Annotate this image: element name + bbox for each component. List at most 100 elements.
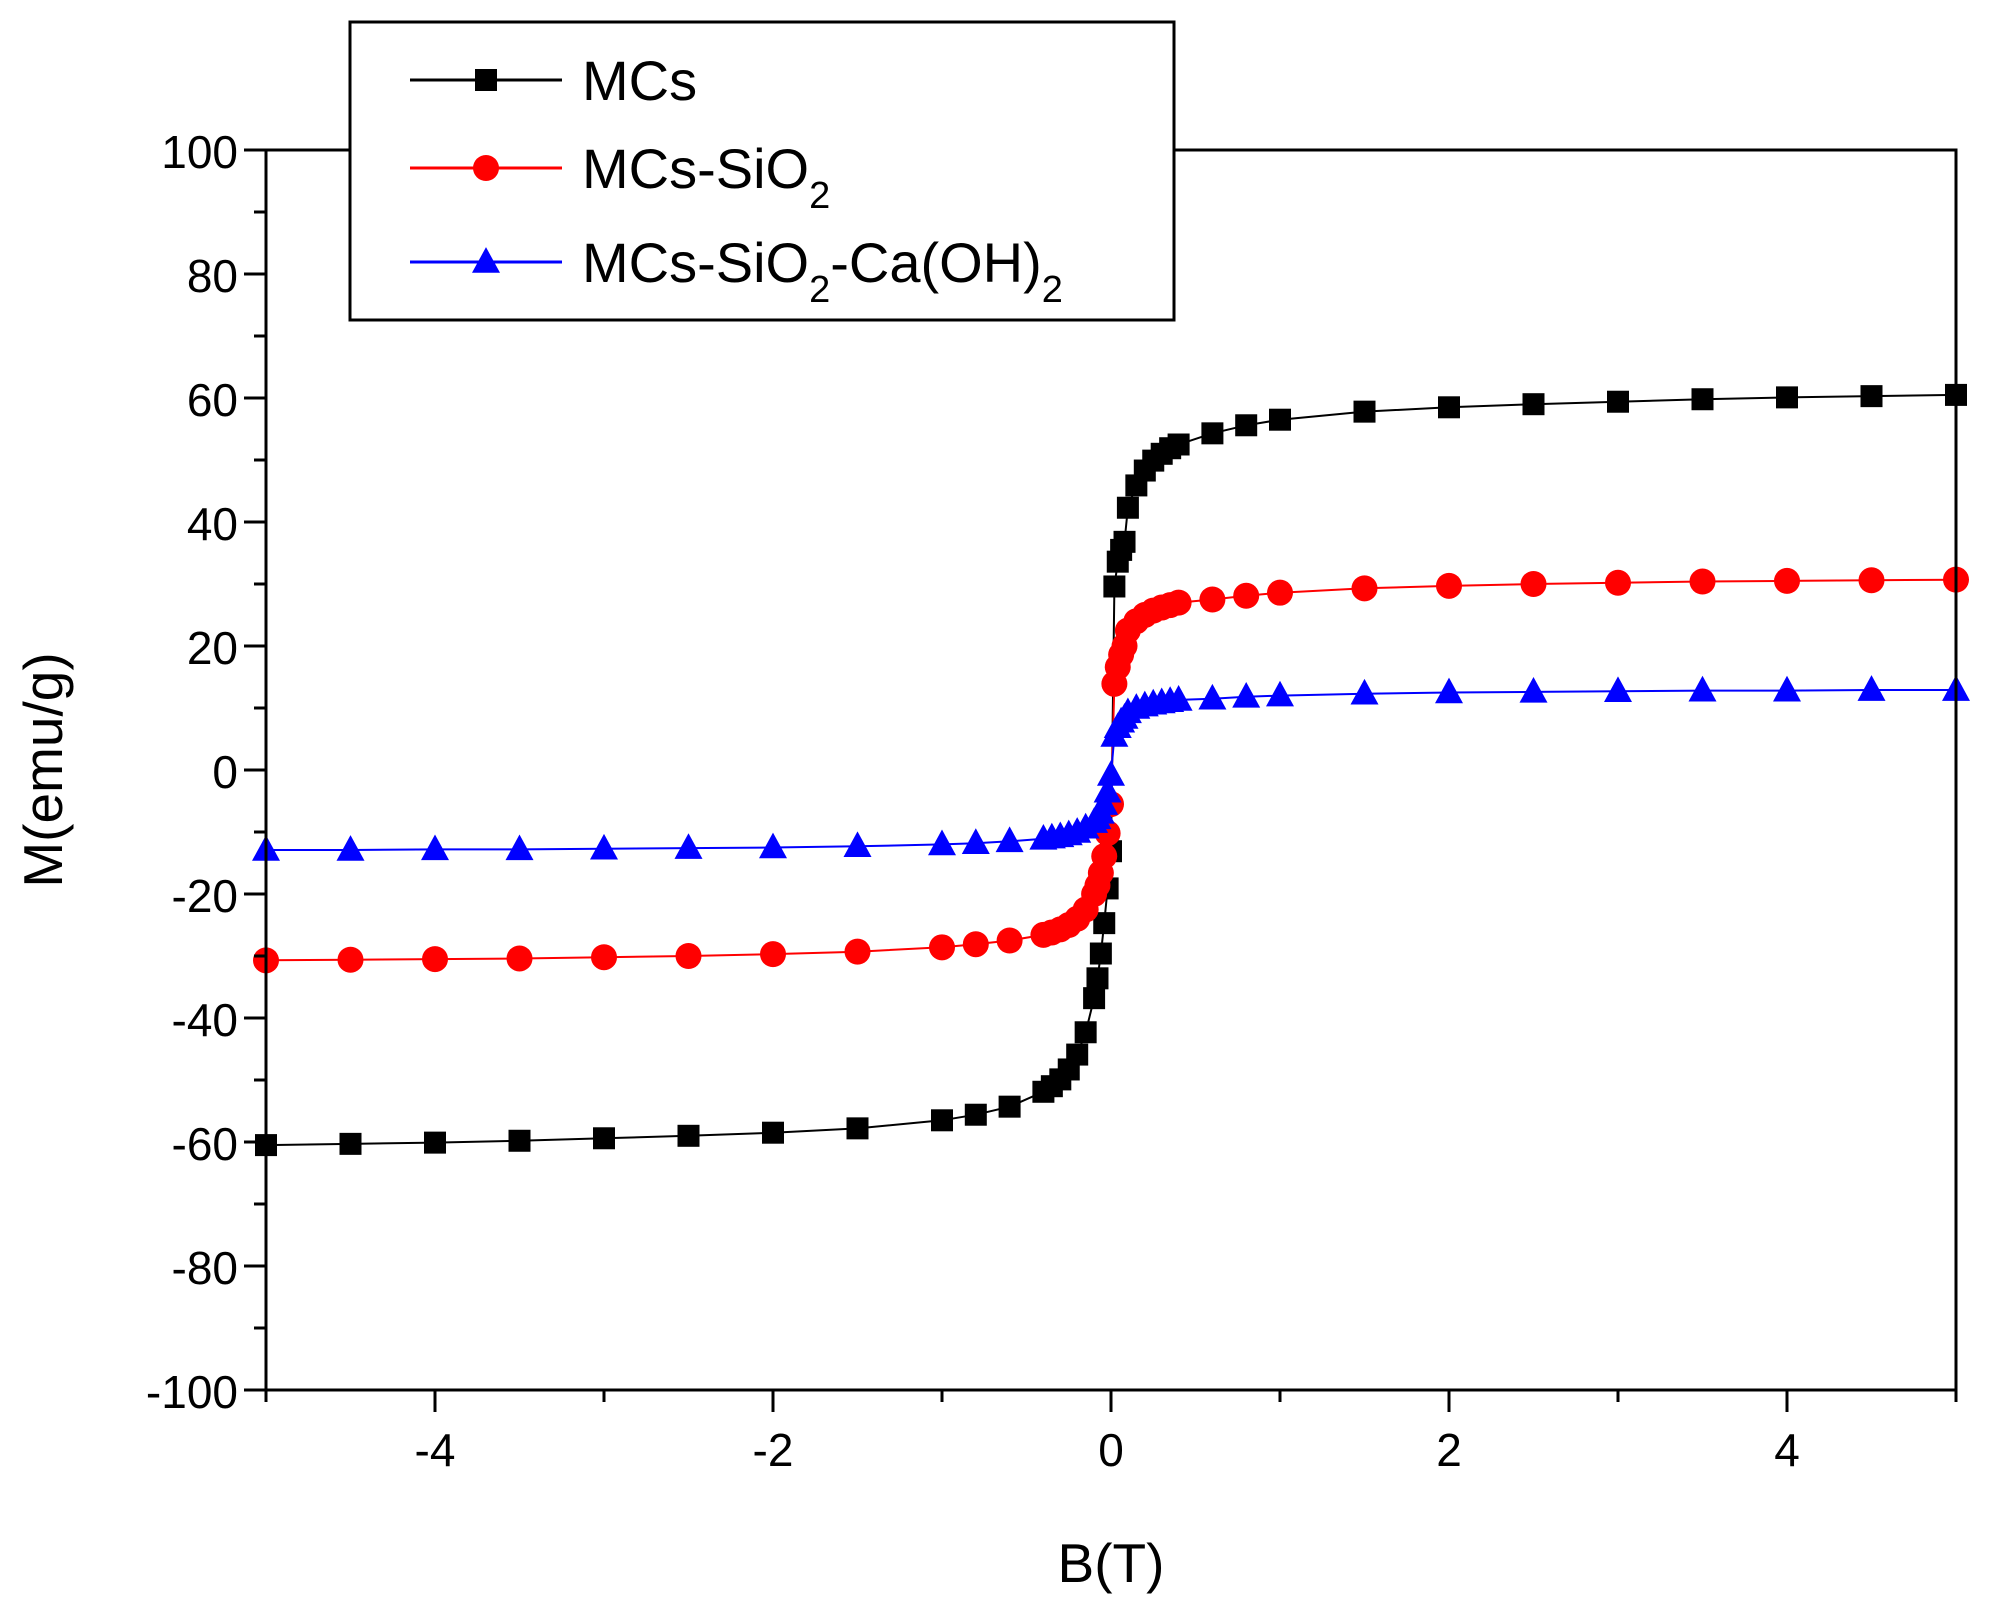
legend-marker — [473, 155, 499, 181]
data-point — [508, 1129, 531, 1152]
data-point — [931, 1109, 953, 1132]
data-point — [1438, 396, 1460, 419]
data-point — [996, 927, 1023, 954]
y-tick-label: 80 — [187, 250, 238, 302]
data-point — [590, 833, 618, 860]
data-point — [1083, 987, 1106, 1010]
x-tick-label: -4 — [415, 1424, 456, 1476]
data-point — [1198, 683, 1227, 710]
data-point — [1233, 582, 1260, 609]
data-point — [760, 941, 786, 968]
y-tick-label: 20 — [187, 622, 238, 674]
data-point — [1097, 760, 1125, 786]
y-tick-label: -60 — [172, 1118, 238, 1170]
y-tick-label: -20 — [172, 870, 238, 922]
y-tick-label: 0 — [212, 746, 238, 798]
data-point — [1773, 675, 1801, 702]
data-point — [1235, 414, 1258, 437]
data-point — [1688, 675, 1717, 702]
data-point — [998, 1095, 1021, 1118]
data-point — [1350, 678, 1379, 705]
data-point — [964, 1103, 987, 1126]
data-point — [1351, 575, 1378, 602]
data-point — [424, 1131, 446, 1154]
y-axis-label: M(emu/g) — [12, 652, 74, 887]
data-point — [593, 1127, 615, 1150]
data-point — [1164, 685, 1193, 711]
data-point — [1269, 408, 1291, 431]
data-point — [1605, 569, 1631, 596]
y-tick-label: 40 — [187, 498, 238, 550]
data-point — [995, 826, 1024, 853]
x-tick-label: 2 — [1436, 1424, 1462, 1476]
data-point — [1267, 579, 1293, 606]
series-layer — [252, 383, 1970, 1157]
data-point — [962, 931, 989, 958]
data-point — [1266, 680, 1294, 707]
data-point — [1436, 572, 1462, 599]
y-tick-label: -100 — [146, 1366, 238, 1418]
data-point — [1103, 575, 1126, 598]
data-point — [1858, 567, 1885, 594]
data-point — [1520, 571, 1547, 597]
y-tick-label: 60 — [187, 374, 238, 426]
data-point — [1353, 400, 1376, 423]
series-MCs — [255, 383, 1967, 1157]
data-point — [591, 944, 617, 971]
data-point — [1607, 390, 1629, 413]
y-tick-label: -40 — [172, 994, 238, 1046]
x-tick-label: -2 — [753, 1424, 794, 1476]
x-axis-label: B(T) — [1058, 1532, 1165, 1594]
data-point — [1232, 681, 1261, 708]
data-point — [961, 828, 990, 854]
x-tick-label: 4 — [1774, 1424, 1800, 1476]
legend-label: MCs-SiO2-Ca(OH)2 — [582, 231, 1063, 311]
data-point — [1604, 676, 1632, 703]
data-point — [1776, 386, 1798, 409]
data-point — [505, 834, 534, 861]
data-point — [1086, 967, 1109, 990]
data-point — [1091, 843, 1118, 870]
data-point — [1522, 393, 1545, 416]
x-tick-label: 0 — [1098, 1424, 1124, 1476]
data-point — [1519, 677, 1548, 703]
data-point — [928, 829, 956, 856]
data-point — [1113, 530, 1136, 553]
series-MCs-SiO2-Ca(OH)2 — [252, 675, 1970, 861]
data-point — [677, 1124, 700, 1147]
series-MCs-SiO2 — [253, 566, 1969, 974]
data-point — [759, 832, 787, 859]
data-point — [339, 1132, 362, 1155]
data-point — [1093, 776, 1122, 803]
data-point — [421, 834, 449, 861]
legend-item: MCs-SiO2-Ca(OH)2 — [410, 231, 1063, 311]
data-point — [1857, 675, 1886, 701]
data-point — [1860, 385, 1883, 408]
legend-label: MCs-SiO2 — [582, 137, 830, 217]
data-point — [675, 943, 702, 969]
data-point — [336, 835, 365, 861]
legend-item: MCs — [410, 49, 697, 112]
y-tick-label: -80 — [172, 1242, 238, 1294]
data-point — [846, 1117, 869, 1140]
data-point — [674, 833, 703, 859]
data-point — [337, 946, 364, 973]
data-point — [1689, 568, 1716, 595]
data-point — [762, 1121, 784, 1144]
data-point — [1167, 433, 1190, 456]
legend: MCs MCs-SiO2 MCs-SiO2-Ca(OH)2 — [348, 20, 1176, 322]
data-point — [1691, 388, 1714, 411]
legend-label: MCs — [582, 49, 697, 112]
data-point — [929, 934, 955, 961]
data-point — [1066, 1043, 1089, 1066]
legend-marker — [475, 69, 497, 91]
legend-marker — [472, 247, 500, 273]
data-point — [1199, 586, 1226, 613]
data-point — [843, 831, 872, 858]
data-point — [1089, 942, 1112, 965]
data-point — [506, 945, 533, 972]
data-point — [844, 938, 871, 965]
data-point — [1165, 589, 1192, 616]
